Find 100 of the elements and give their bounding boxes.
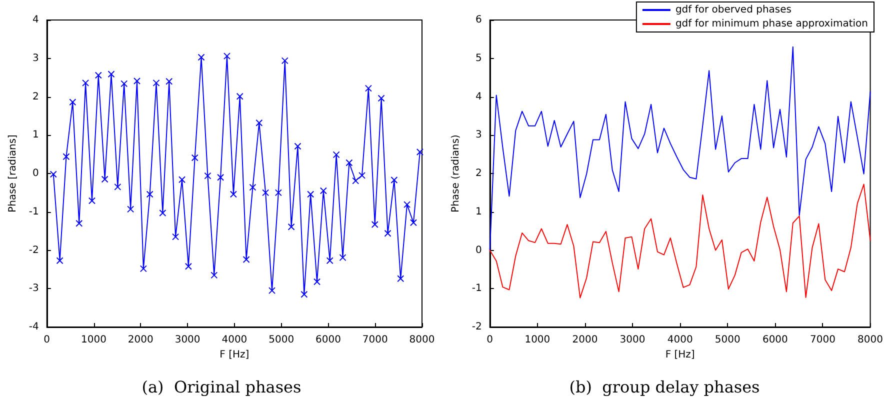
point xyxy=(159,210,166,217)
x-tick-label: 5000 xyxy=(268,334,294,346)
text: (a) Original phases xyxy=(142,378,302,396)
point xyxy=(346,159,353,166)
point xyxy=(191,154,198,162)
legend-label: gdf for minimum phase approximation xyxy=(675,18,868,30)
point xyxy=(288,223,295,230)
x-tick-label: 0 xyxy=(44,334,50,346)
y-tick-label: -1 xyxy=(472,283,482,294)
point xyxy=(101,176,108,183)
point xyxy=(127,206,134,213)
point xyxy=(404,201,411,208)
point xyxy=(314,278,321,286)
point xyxy=(120,80,128,88)
point xyxy=(50,170,57,178)
point xyxy=(256,119,263,126)
x-tick-label: 1000 xyxy=(81,334,106,346)
point xyxy=(166,78,173,85)
point xyxy=(300,290,308,298)
x-tick-label: 4000 xyxy=(667,334,693,346)
point xyxy=(133,78,140,85)
point xyxy=(56,257,64,264)
y-tick-label: 2 xyxy=(475,168,482,179)
y-tick-label: 4 xyxy=(32,14,39,26)
point xyxy=(390,176,398,184)
point xyxy=(352,177,360,184)
y-tick-label: -2 xyxy=(472,322,482,332)
x-tick-label: 6000 xyxy=(762,334,788,346)
point xyxy=(281,57,288,64)
x-tick-label: 7000 xyxy=(362,334,388,346)
x-axis-title: F [Hz] xyxy=(220,349,250,360)
x-tick-label: 6000 xyxy=(315,334,341,346)
point xyxy=(62,153,70,160)
point xyxy=(371,221,378,228)
point xyxy=(172,233,180,240)
x-tick-label: 7000 xyxy=(810,334,836,346)
point xyxy=(198,54,205,61)
y-axis-title: Phase [radians] xyxy=(8,134,18,212)
x-tick-label: 2000 xyxy=(572,334,598,346)
point xyxy=(378,94,385,102)
y-tick-label: 0 xyxy=(32,168,39,179)
text: (b) group delay phases xyxy=(569,378,760,396)
point xyxy=(416,148,424,156)
point xyxy=(307,190,314,198)
point xyxy=(236,92,244,100)
legend-label: gdf for oberved phases xyxy=(675,4,792,16)
point xyxy=(223,52,230,60)
y-tick-label: 5 xyxy=(475,52,482,64)
point xyxy=(88,197,96,204)
point xyxy=(108,70,115,78)
x-tick-label: 3000 xyxy=(620,334,646,346)
point xyxy=(294,142,302,150)
y-tick-label: -2 xyxy=(28,244,39,256)
x-tick-label: 3000 xyxy=(174,334,200,346)
point xyxy=(140,265,147,272)
point xyxy=(410,219,417,226)
line-series xyxy=(489,184,871,298)
point xyxy=(76,220,83,227)
y-tick-label: -4 xyxy=(28,322,39,332)
point xyxy=(204,172,212,180)
point xyxy=(184,262,192,270)
point xyxy=(384,230,392,237)
point xyxy=(326,257,334,264)
point xyxy=(82,79,90,86)
x-tick-label: 0 xyxy=(486,334,494,346)
point xyxy=(178,176,186,184)
x-axis-title: F [Hz] xyxy=(665,349,695,360)
point xyxy=(152,79,160,86)
point xyxy=(268,287,276,294)
point xyxy=(274,189,282,196)
y-tick-label: 3 xyxy=(32,52,39,64)
point xyxy=(146,190,154,198)
y-tick-label: 0 xyxy=(475,244,482,256)
point xyxy=(114,183,122,190)
y-tick-label: 3 xyxy=(475,130,482,141)
point xyxy=(94,72,102,79)
point xyxy=(249,184,256,191)
point xyxy=(332,151,340,158)
x-tick-label: 4000 xyxy=(222,334,248,346)
point xyxy=(397,275,404,282)
point xyxy=(242,256,250,263)
x-tick-label: 8000 xyxy=(858,334,883,346)
point xyxy=(364,84,372,92)
x-tick-label: 1000 xyxy=(524,334,550,346)
y-tick-label: 2 xyxy=(32,91,39,102)
point xyxy=(262,189,270,196)
point xyxy=(358,172,366,179)
x-tick-label: 5000 xyxy=(714,334,740,346)
y-axis-title: Phase (radians) xyxy=(450,134,462,212)
point xyxy=(69,98,76,106)
x-tick-label: 8000 xyxy=(409,334,435,346)
y-tick-label: 1 xyxy=(32,130,39,141)
point xyxy=(320,187,327,194)
y-tick-label: 1 xyxy=(475,206,482,218)
y-tick-label: 4 xyxy=(475,91,482,102)
point xyxy=(217,174,224,181)
point xyxy=(210,272,218,279)
point xyxy=(339,254,346,262)
y-tick-label: 6 xyxy=(475,14,482,26)
point xyxy=(230,190,237,198)
